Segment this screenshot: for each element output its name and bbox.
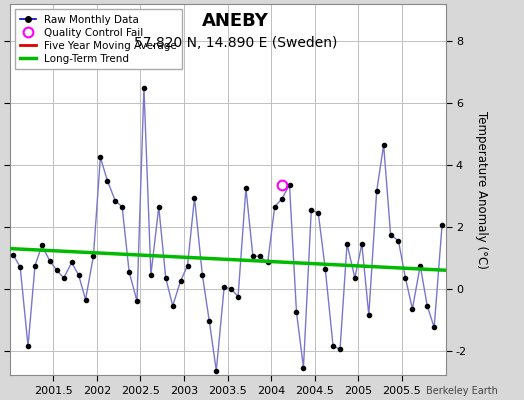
Text: ANEBY: ANEBY [202,12,269,30]
Y-axis label: Temperature Anomaly (°C): Temperature Anomaly (°C) [475,111,488,269]
Text: 57.820 N, 14.890 E (Sweden): 57.820 N, 14.890 E (Sweden) [134,36,337,50]
Text: Berkeley Earth: Berkeley Earth [426,386,498,396]
Legend: Raw Monthly Data, Quality Control Fail, Five Year Moving Average, Long-Term Tren: Raw Monthly Data, Quality Control Fail, … [15,9,182,69]
